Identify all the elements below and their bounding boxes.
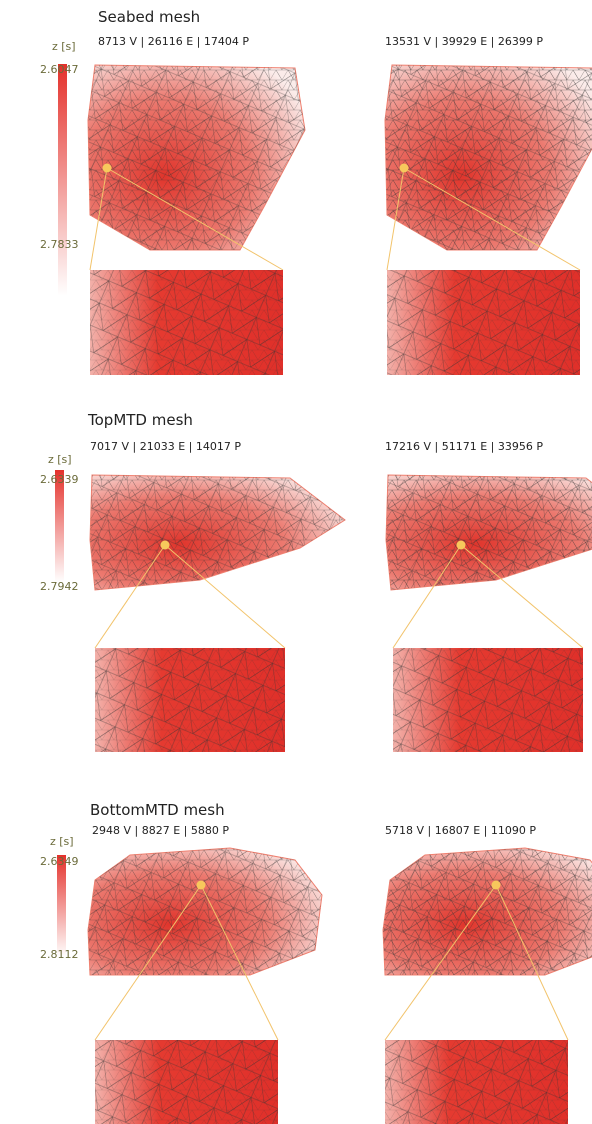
colorbar-label: z [s] [52, 40, 76, 53]
mesh-edges [383, 848, 592, 975]
zoom-point [161, 541, 170, 550]
mesh [88, 848, 322, 975]
colorbar-top: 2.6047 [40, 63, 79, 76]
zoom-point [400, 164, 409, 173]
zoom-edges [385, 1040, 568, 1124]
colorbar-bottom: 2.7942 [40, 580, 79, 593]
mesh [88, 65, 305, 250]
zoom-point [197, 881, 206, 890]
mesh-stats: 8713 V | 26116 E | 17404 P [98, 35, 249, 48]
mesh [90, 475, 345, 590]
colorbar-label: z [s] [48, 453, 72, 466]
mesh-edges [386, 475, 592, 590]
zoom-point [457, 541, 466, 550]
panel: Seabed mesh 8713 V | 26116 E | 17404 P 135… [40, 8, 592, 375]
colorbar [55, 470, 64, 582]
zoom-edges [90, 270, 283, 375]
colorbar-top: 2.6349 [40, 855, 79, 868]
zoom-edges [393, 648, 583, 752]
zoom-point [103, 164, 112, 173]
panel-title: BottomMTD mesh [90, 801, 225, 819]
colorbar [58, 64, 67, 296]
mesh-stats: 2948 V | 8827 E | 5880 P [92, 824, 229, 837]
mesh-stats: 17216 V | 51171 E | 33956 P [385, 440, 543, 453]
mesh-stats: 5718 V | 16807 E | 11090 P [385, 824, 536, 837]
colorbar-label: z [s] [50, 835, 74, 848]
colorbar [57, 855, 66, 957]
panel: BottomMTD mesh 2948 V | 8827 E | 5880 P 57… [40, 801, 592, 1124]
zoom-edges [387, 270, 580, 375]
zoom-edges [95, 648, 285, 752]
panel-title: Seabed mesh [98, 8, 200, 26]
mesh [383, 848, 592, 975]
panel-title: TopMTD mesh [87, 411, 193, 429]
colorbar-top: 2.6339 [40, 473, 79, 486]
panel: TopMTD mesh 7017 V | 21033 E | 14017 P 172… [40, 411, 592, 752]
mesh-edges [88, 848, 322, 975]
mesh-edges [88, 65, 305, 250]
mesh-edges [385, 65, 592, 250]
mesh-stats: 13531 V | 39929 E | 26399 P [385, 35, 543, 48]
mesh-stats: 7017 V | 21033 E | 14017 P [90, 440, 241, 453]
mesh [386, 475, 592, 590]
figure: Seabed mesh 8713 V | 26116 E | 17404 P 135… [0, 0, 592, 1124]
zoom-point [492, 881, 501, 890]
zoom-edges [95, 1040, 278, 1124]
colorbar-bottom: 2.8112 [40, 948, 79, 961]
colorbar-bottom: 2.7833 [40, 238, 79, 251]
mesh-edges [90, 475, 345, 590]
mesh [385, 65, 592, 250]
